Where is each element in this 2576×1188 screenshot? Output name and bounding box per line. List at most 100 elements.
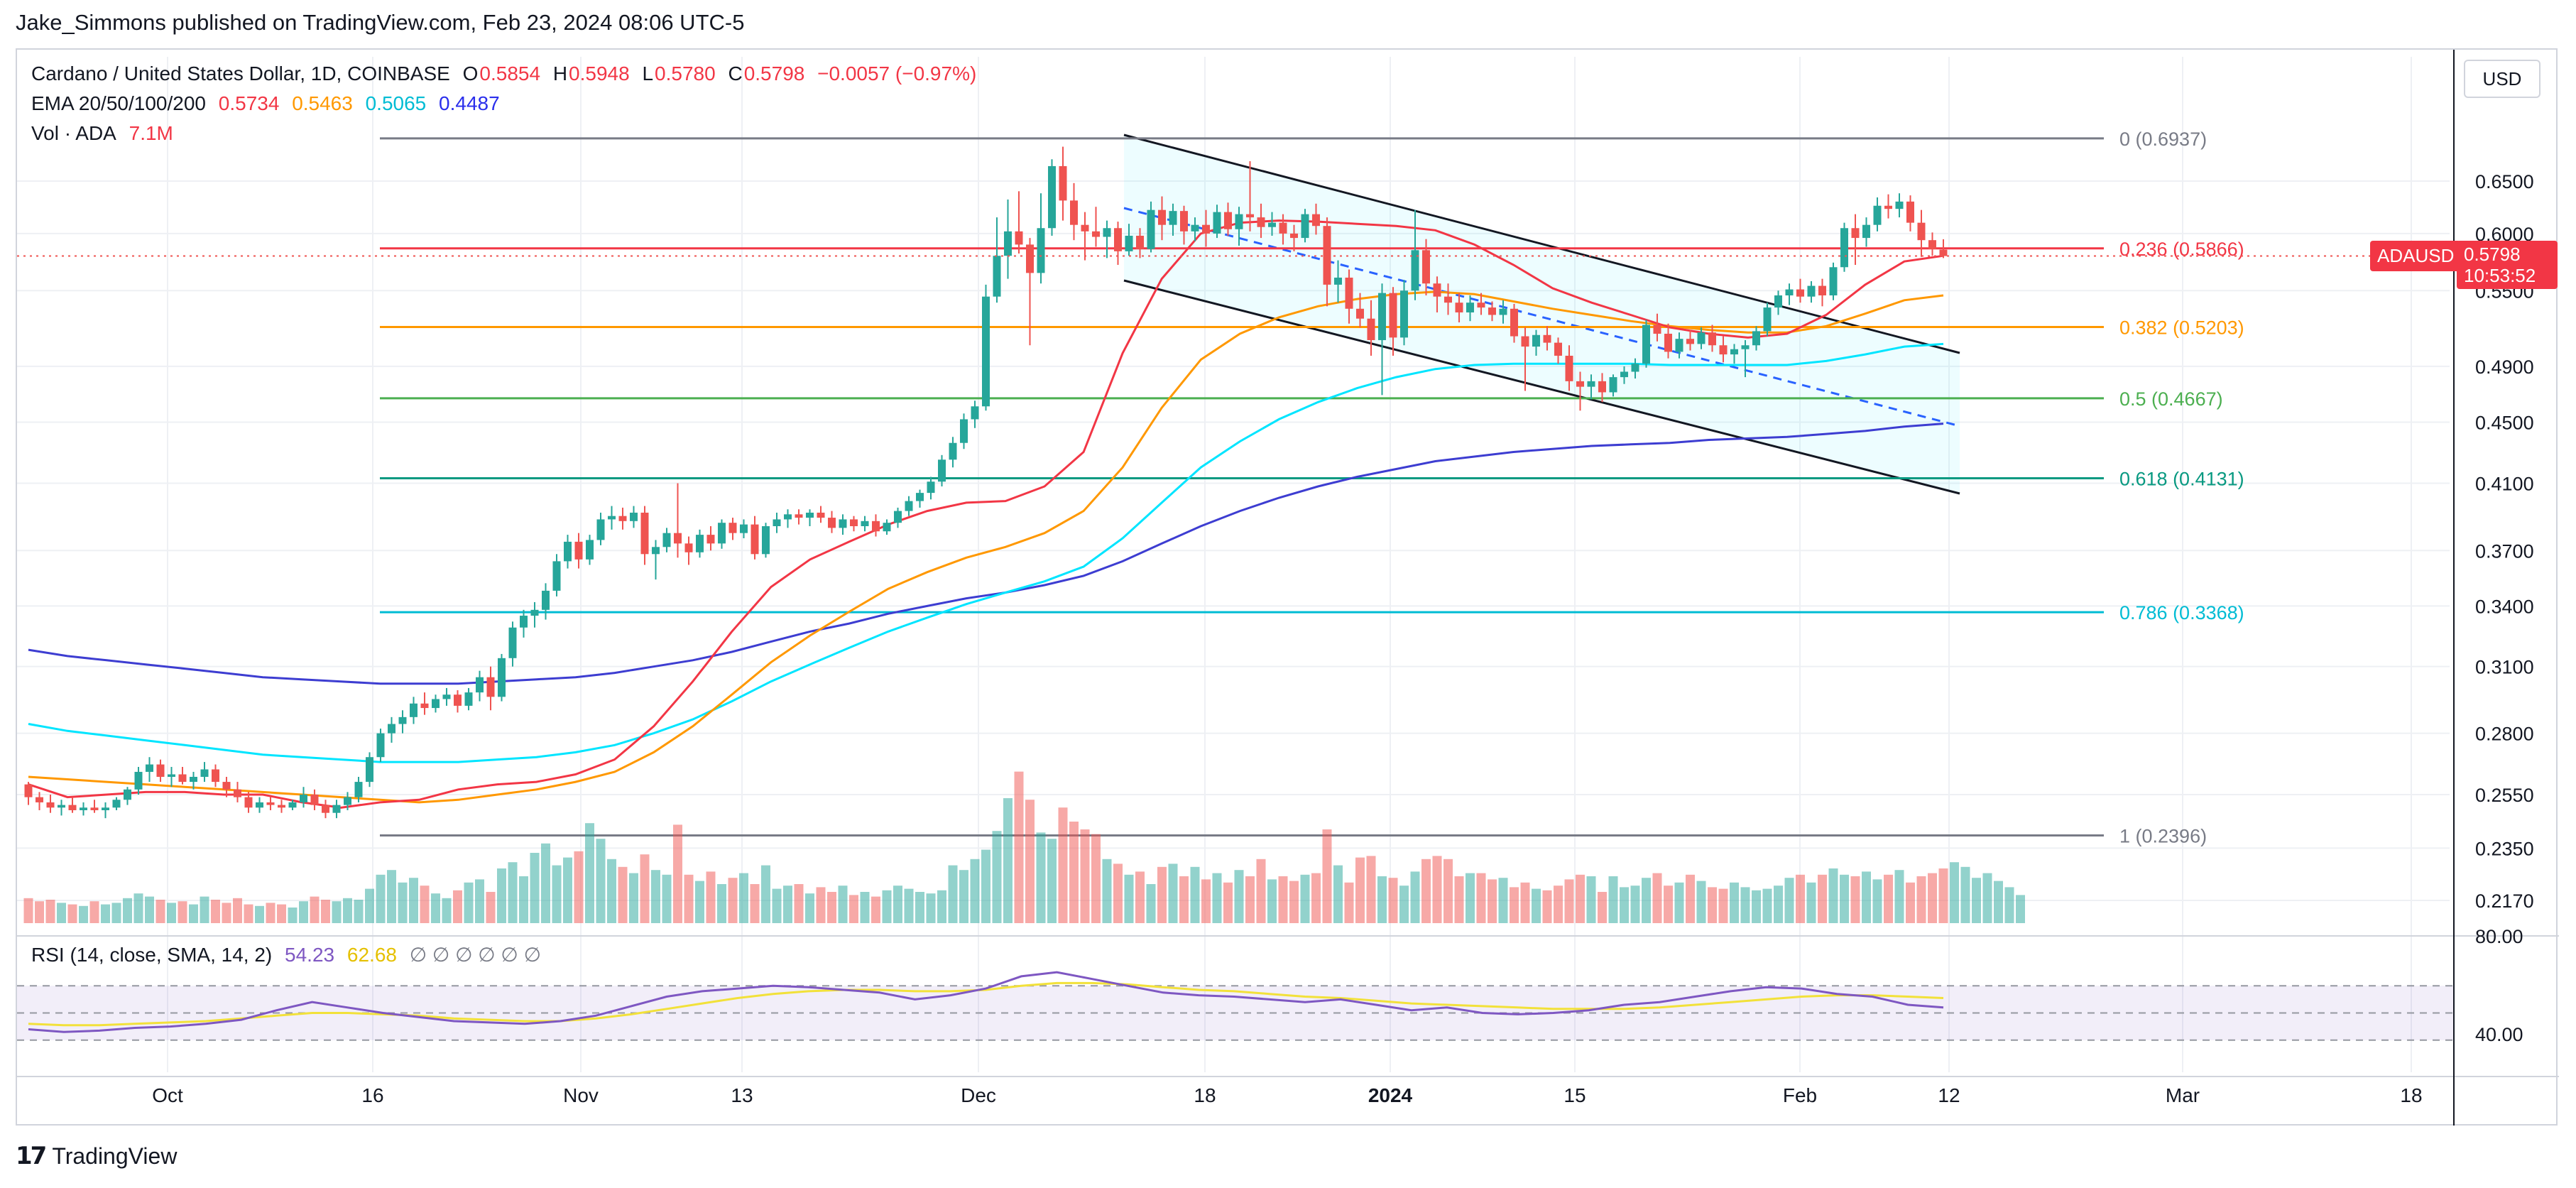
rsi-tick-label: 80.00 xyxy=(2475,926,2523,947)
volume-bar xyxy=(728,878,738,923)
volume-bar xyxy=(1421,859,1431,923)
volume-bar xyxy=(222,903,231,923)
candle-body xyxy=(542,590,550,610)
symbol-title[interactable]: Cardano / United States Dollar, 1D, COIN… xyxy=(31,62,450,85)
volume-bar xyxy=(1443,859,1453,923)
candle-body xyxy=(476,677,484,693)
candle-body xyxy=(1554,342,1562,356)
legend-rsi[interactable]: RSI (14, close, SMA, 14, 2) 54.23 62.68 … xyxy=(31,943,548,966)
candle-body xyxy=(1620,371,1628,378)
volume-bar xyxy=(1960,866,1970,923)
candle-body xyxy=(1345,277,1353,309)
volume-value: 7.1M xyxy=(129,122,173,144)
candle-body xyxy=(1719,345,1728,355)
volume-bar xyxy=(233,898,242,923)
volume-bar xyxy=(1168,863,1178,923)
legend-ema[interactable]: EMA 20/50/100/200 0.5734 0.5463 0.5065 0… xyxy=(31,92,507,115)
fib-level-label: 0.236 (0.5866) xyxy=(2119,239,2244,260)
volume-bar xyxy=(343,898,352,923)
candle-body xyxy=(1114,228,1122,251)
volume-bar xyxy=(299,901,308,923)
candle-body xyxy=(1312,214,1320,227)
ema20-value: 0.5734 xyxy=(218,92,280,114)
candle-body xyxy=(795,514,803,518)
legend-volume[interactable]: Vol · ADA 7.1M xyxy=(31,122,180,145)
close-value: 0.5798 xyxy=(743,62,805,85)
candle-body xyxy=(608,516,616,520)
price-tick-label: 0.3700 xyxy=(2475,540,2534,562)
brand-logo[interactable]: 𝟭𝟳 TradingView xyxy=(16,1142,177,1170)
volume-bar xyxy=(1256,859,1266,923)
candle-body xyxy=(1609,377,1617,393)
candle-body xyxy=(552,561,561,591)
volume-bar xyxy=(552,865,562,923)
volume-bar xyxy=(1267,879,1277,923)
volume-bar xyxy=(1630,885,1640,923)
volume-bar xyxy=(310,896,320,923)
candle-body xyxy=(1147,209,1155,249)
candle-body xyxy=(596,519,605,540)
volume-bar xyxy=(849,895,858,923)
volume-bar xyxy=(420,885,430,923)
candle-body xyxy=(1004,231,1012,256)
candle-body xyxy=(1202,224,1210,234)
time-tick-label: Feb xyxy=(1783,1084,1817,1106)
volume-bar xyxy=(1740,887,1750,923)
candle-body xyxy=(927,481,935,494)
candle-body xyxy=(1378,293,1386,340)
volume-bar xyxy=(79,905,88,923)
volume-bar xyxy=(1234,870,1244,923)
volume-bar xyxy=(1388,878,1398,923)
candle-body xyxy=(1741,345,1750,349)
volume-bar xyxy=(1994,881,2003,923)
volume-bar xyxy=(717,884,726,923)
volume-bar xyxy=(1488,879,1497,923)
volume-bar xyxy=(1124,874,1134,923)
volume-bar xyxy=(1850,876,1860,923)
volume-bar xyxy=(155,900,165,923)
volume-bar xyxy=(871,896,880,923)
volume-bar xyxy=(1762,888,1772,923)
volume-bar xyxy=(816,887,826,923)
volume-bar xyxy=(1576,874,1585,923)
candle-body xyxy=(1818,285,1826,295)
volume-bar xyxy=(1796,874,1805,923)
candle-body xyxy=(1587,381,1595,387)
candle-body xyxy=(861,521,869,526)
rsi-pane xyxy=(17,935,2559,1077)
volume-bar xyxy=(1696,881,1706,923)
candle-body xyxy=(332,805,341,813)
volume-bar xyxy=(266,903,275,923)
candle-body xyxy=(1840,228,1848,268)
candle-body xyxy=(1367,318,1375,340)
volume-bar xyxy=(640,854,650,923)
volume-bar xyxy=(893,885,902,923)
currency-button[interactable]: USD xyxy=(2464,60,2540,98)
high-label: H xyxy=(552,62,568,85)
volume-bar xyxy=(211,900,220,923)
volume-bar xyxy=(1652,873,1662,923)
candle-body xyxy=(773,519,781,526)
volume-bar xyxy=(1476,873,1486,923)
candle-body xyxy=(1917,222,1926,241)
candle-body xyxy=(310,795,319,805)
volume-bar xyxy=(189,904,198,923)
volume-bar xyxy=(1884,874,1893,923)
candle-body xyxy=(1224,212,1232,229)
candle-body xyxy=(1774,295,1782,308)
candle-body xyxy=(354,782,363,797)
candle-body xyxy=(1422,250,1430,284)
candle-body xyxy=(24,784,33,797)
candle-body xyxy=(288,802,297,808)
ema-label: EMA 20/50/100/200 xyxy=(31,92,206,114)
candle-body xyxy=(102,807,109,810)
time-tick-label: 15 xyxy=(1563,1084,1586,1106)
candle-body xyxy=(574,541,583,560)
channel-fill xyxy=(1124,135,1960,494)
candle-body xyxy=(905,501,913,511)
volume-bar xyxy=(1718,888,1728,923)
legend-main: Cardano / United States Dollar, 1D, COIN… xyxy=(31,62,983,85)
price-tick-label: 0.3100 xyxy=(2475,657,2534,678)
volume-bar xyxy=(1598,892,1607,923)
